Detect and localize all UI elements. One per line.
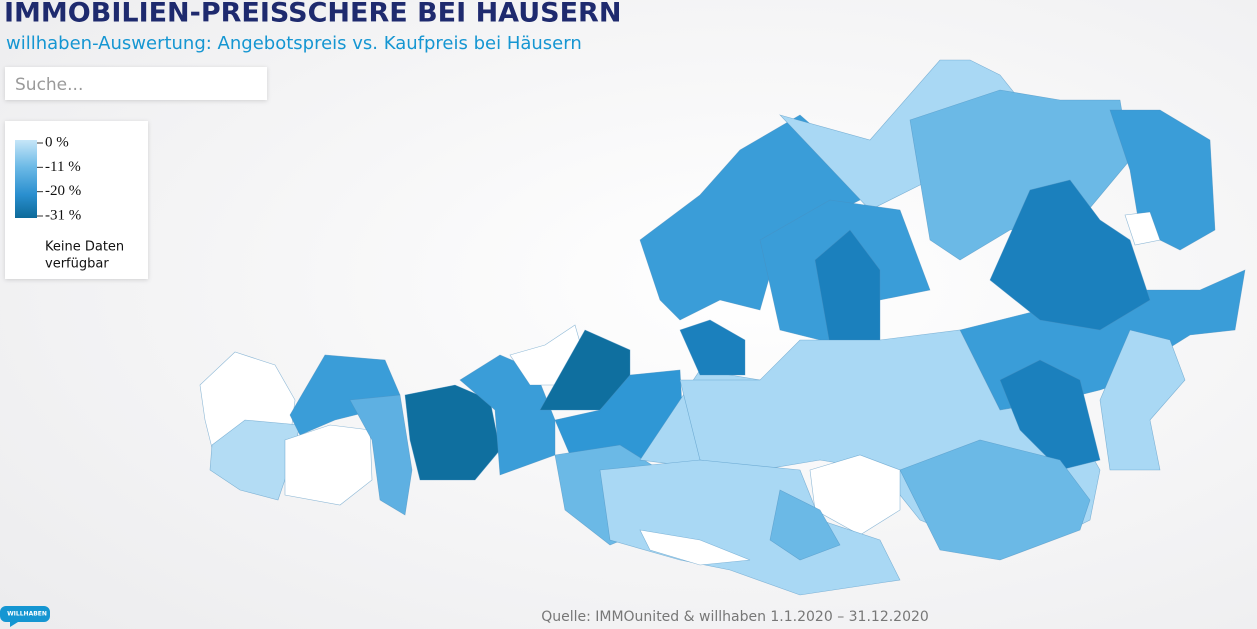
legend-no-data: Keine Daten: [45, 240, 124, 255]
region: [899, 439, 1091, 561]
subtitle: willhaben-Auswertung: Angebotspreis vs. …: [6, 33, 582, 54]
region: [814, 229, 881, 346]
region: [1124, 211, 1161, 246]
region: [539, 329, 631, 411]
legend-labels: 0 % -11 % -20 % -31 %: [37, 134, 81, 223]
legend-label: -31 %: [45, 207, 81, 223]
region: [989, 179, 1151, 331]
region: [349, 394, 413, 516]
logo[interactable]: [0, 606, 50, 627]
region: [999, 359, 1101, 471]
logo-text: WILLHABEN: [7, 611, 47, 618]
search-box[interactable]: [5, 67, 267, 100]
region: [779, 59, 1021, 211]
legend-label: -11 %: [45, 159, 81, 175]
legend-no-data: verfügbar: [45, 257, 109, 272]
search-placeholder: Suche...: [15, 75, 83, 95]
region: [769, 489, 841, 561]
source: Quelle: IMMOunited & willhaben 1.1.2020 …: [541, 609, 929, 625]
region: [1109, 109, 1216, 251]
region: [679, 319, 746, 376]
region: [599, 459, 901, 596]
legend-label: -20 %: [45, 183, 81, 199]
region: [1099, 329, 1186, 471]
austria-map: [199, 59, 1246, 596]
legend-scale: [15, 140, 37, 218]
region: [639, 529, 751, 566]
region: [209, 419, 301, 501]
region: [284, 424, 373, 506]
legend-label: 0 %: [45, 134, 69, 150]
region: [404, 384, 501, 481]
title: IMMOBILIEN-PREISSCHERE BEI HÄUSERN: [4, 0, 621, 29]
